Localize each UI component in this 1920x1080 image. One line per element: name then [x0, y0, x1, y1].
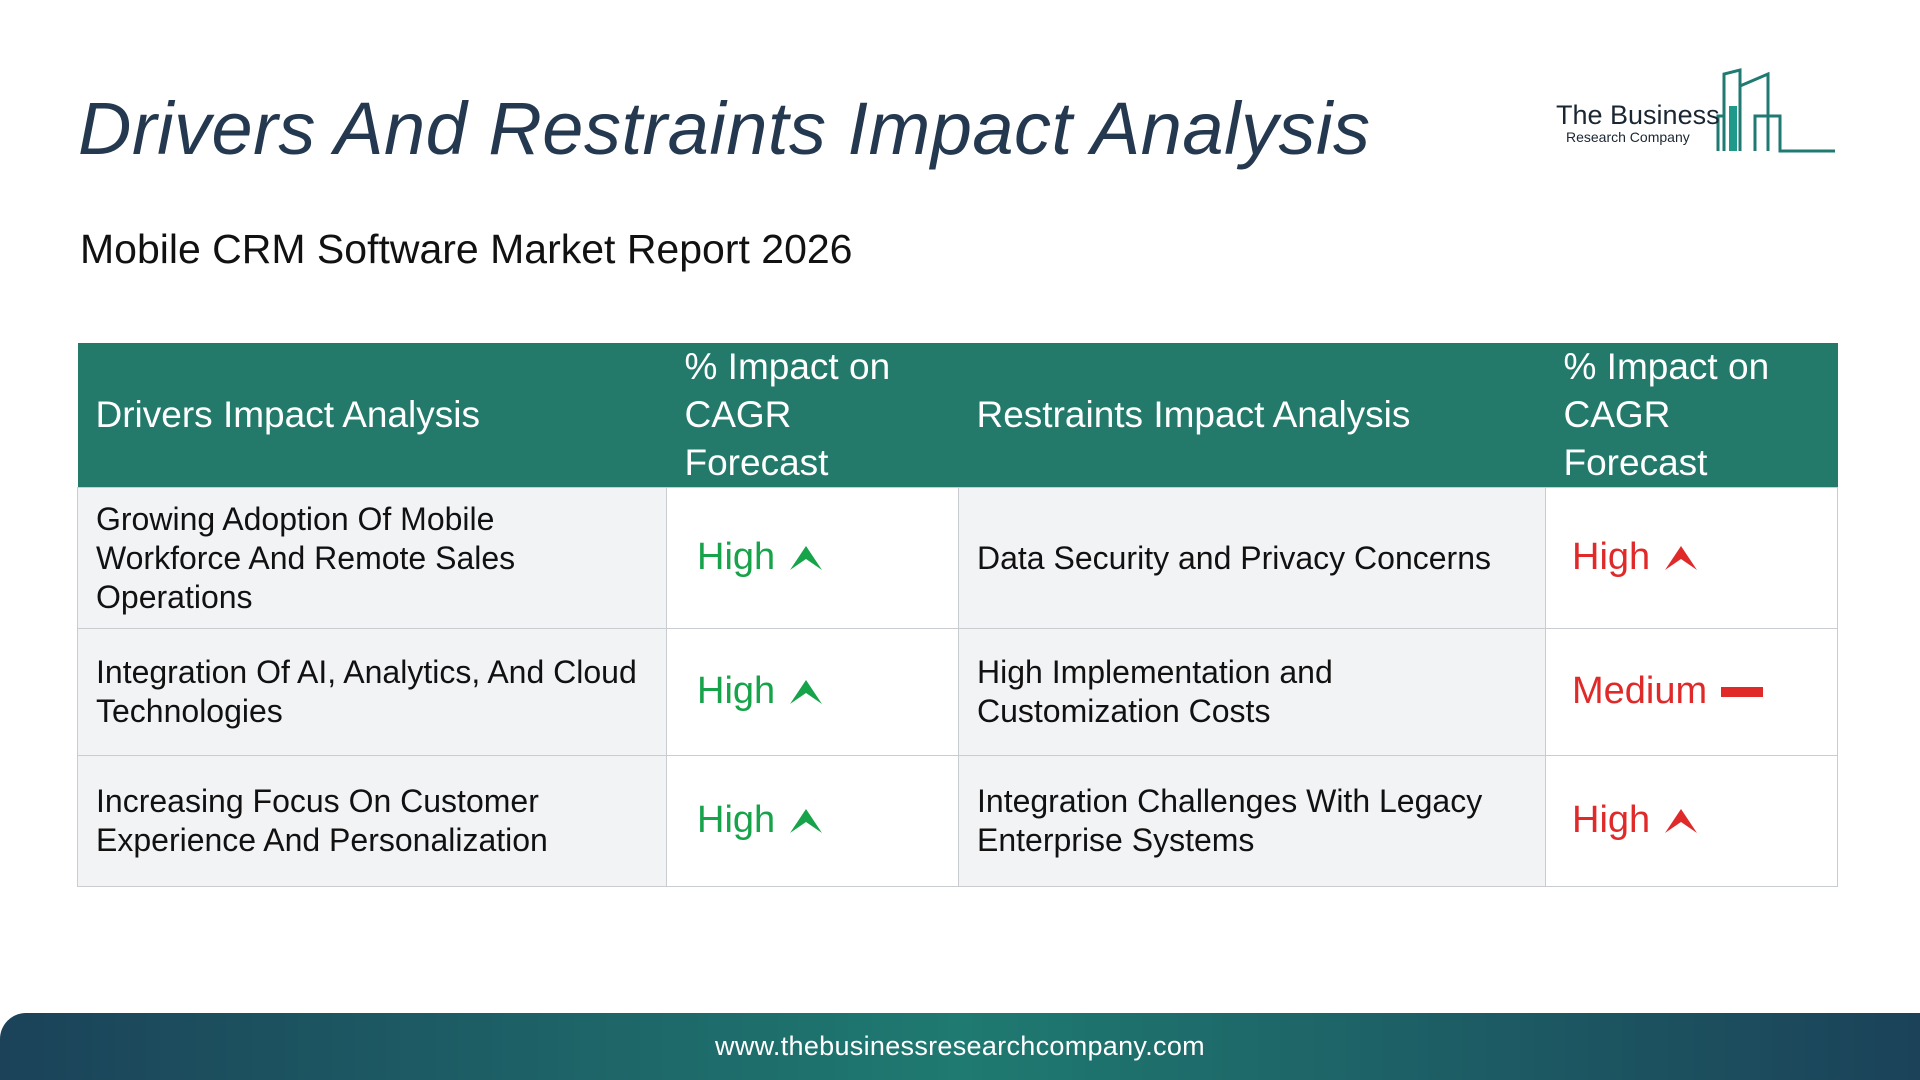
driver-cell: Increasing Focus On Customer Experience … [77, 755, 667, 887]
header-drivers: Drivers Impact Analysis [77, 343, 667, 488]
arrow-up-icon [1665, 545, 1698, 570]
table-header-row: Drivers Impact Analysis % Impact on CAGR… [77, 343, 1838, 488]
driver-impact-cell: High [666, 487, 959, 629]
impact-table: Drivers Impact Analysis % Impact on CAGR… [77, 343, 1838, 887]
arrow-up-icon [1665, 808, 1698, 833]
restraint-cell: Data Security and Privacy Concerns [958, 487, 1546, 629]
building-bars-icon [1716, 68, 1835, 153]
header-restraints: Restraints Impact Analysis [958, 343, 1546, 488]
driver-impact-cell: High [666, 628, 959, 756]
dash-icon [1721, 686, 1764, 697]
driver-cell: Growing Adoption Of Mobile Workforce And… [77, 487, 667, 629]
impact-level-label: High [697, 670, 776, 712]
logo-tagline: Research Company [1566, 129, 1690, 145]
impact-level: High [1572, 538, 1698, 577]
impact-level-label: High [697, 799, 776, 841]
page-title: Drivers And Restraints Impact Analysis [78, 87, 1371, 170]
logo-name: The Business [1556, 100, 1720, 130]
driver-impact-cell: High [666, 755, 959, 887]
header-restraints-impact: % Impact on CAGR Forecast [1545, 343, 1838, 488]
restraint-cell: Integration Challenges With Legacy Enter… [958, 755, 1546, 887]
impact-level-label: High [1572, 536, 1651, 578]
arrow-up-icon [790, 545, 823, 570]
restraint-impact-cell: High [1545, 755, 1838, 887]
arrow-up-icon [790, 808, 823, 833]
restraint-cell: High Implementation and Customization Co… [958, 628, 1546, 756]
report-subtitle: Mobile CRM Software Market Report 2026 [80, 226, 853, 272]
impact-level: Medium [1572, 670, 1764, 712]
footer-url[interactable]: www.thebusinessresearchcompany.com [715, 1031, 1205, 1061]
table-row: Integration Of AI, Analytics, And Cloud … [77, 628, 1838, 756]
restraint-impact-cell: Medium [1545, 628, 1838, 756]
impact-level: High [697, 538, 823, 577]
driver-cell: Integration Of AI, Analytics, And Cloud … [77, 628, 667, 756]
arrow-up-icon [790, 679, 823, 704]
footer-bar: www.thebusinessresearchcompany.com [0, 1013, 1920, 1080]
restraint-impact-cell: High [1545, 487, 1838, 629]
impact-level: High [1572, 801, 1698, 840]
company-logo: The Business Research Company [1550, 66, 1840, 156]
table-row: Increasing Focus On Customer Experience … [77, 755, 1838, 887]
table-row: Growing Adoption Of Mobile Workforce And… [77, 487, 1838, 629]
impact-level-label: High [1572, 799, 1651, 841]
header-drivers-impact: % Impact on CAGR Forecast [666, 343, 959, 488]
impact-level-label: Medium [1572, 670, 1708, 712]
impact-level: High [697, 672, 823, 711]
impact-level-label: High [697, 536, 776, 578]
impact-level: High [697, 801, 823, 840]
